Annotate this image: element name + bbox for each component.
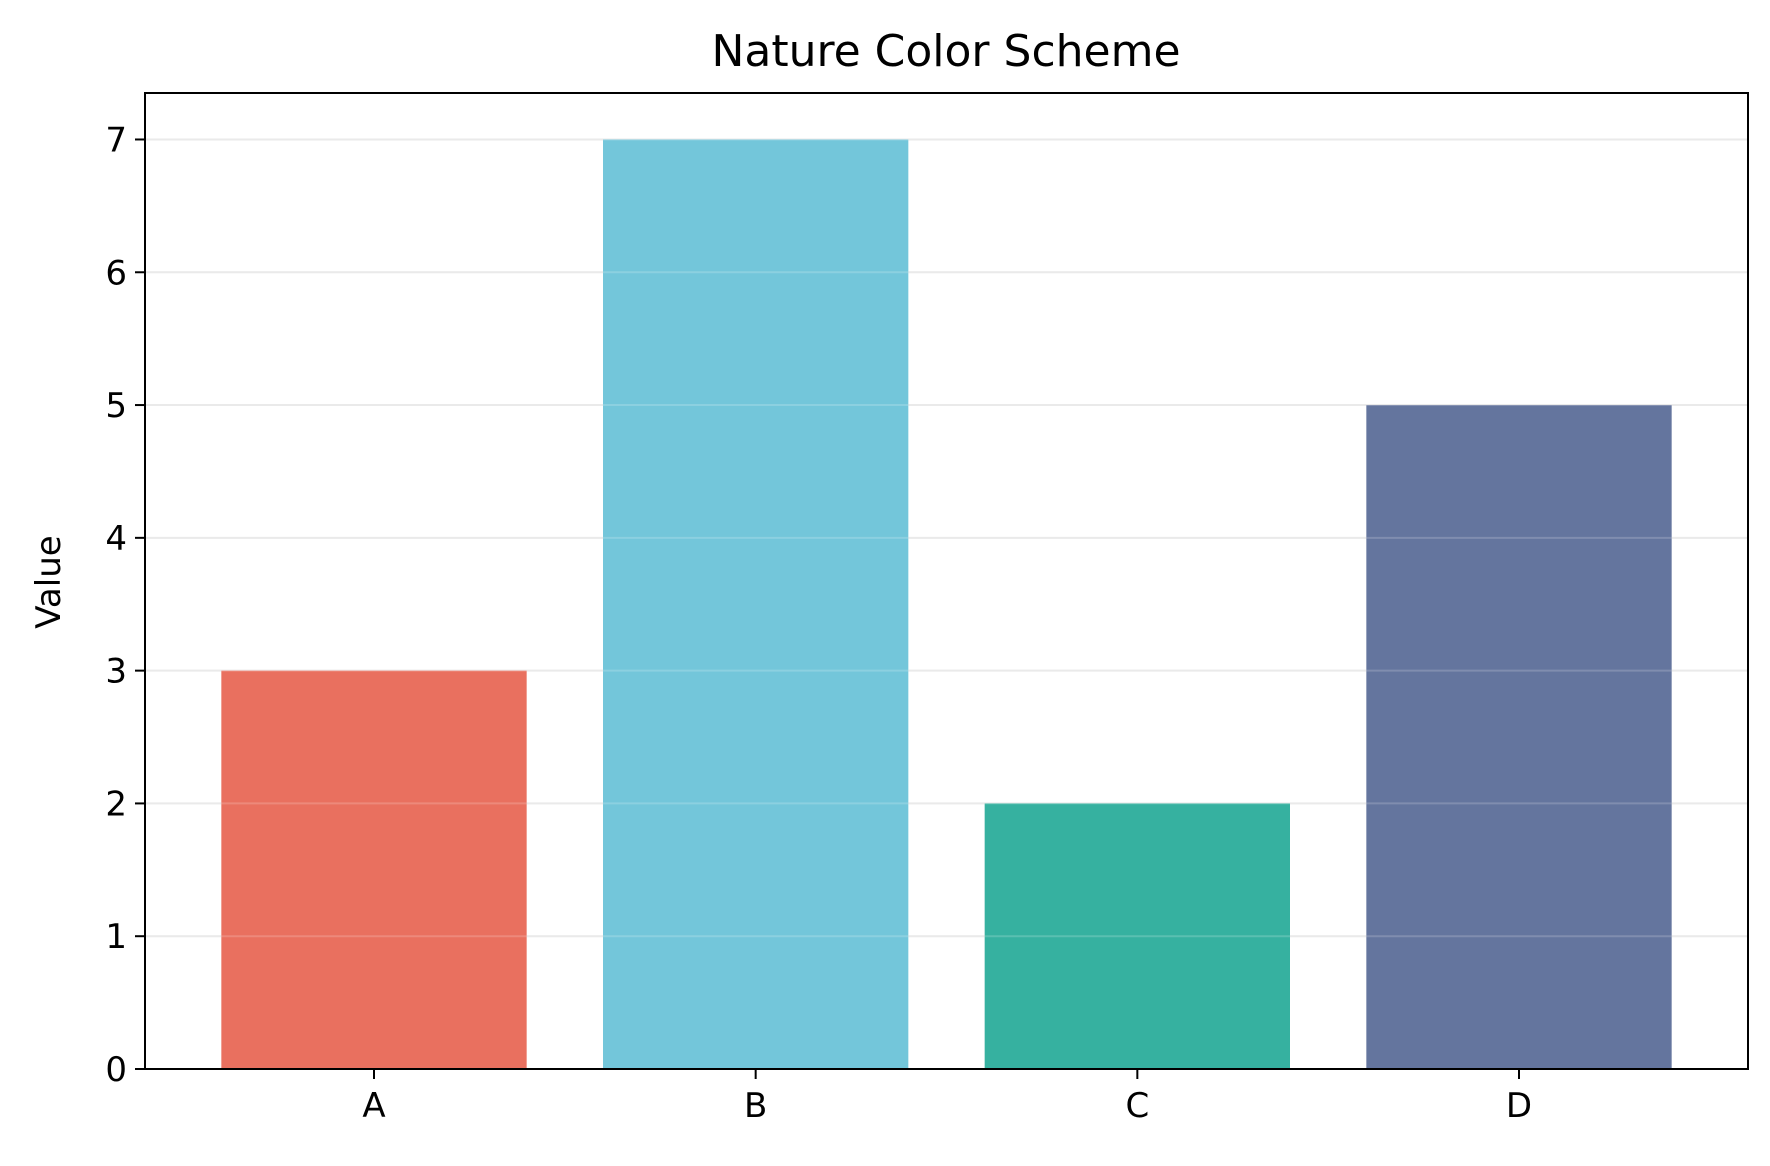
y-tick-label-7: 7 (105, 120, 127, 160)
x-tick-label-D: D (1506, 1086, 1532, 1126)
y-tick-label-0: 0 (105, 1050, 127, 1090)
bars (145, 138, 1748, 1069)
y-axis-label: Value (29, 535, 69, 628)
x-tick-label-C: C (1125, 1086, 1149, 1126)
bar-B (603, 139, 909, 1069)
y-tick-label-4: 4 (105, 519, 127, 559)
x-tick-label-A: A (362, 1086, 385, 1126)
axes (144, 92, 1749, 1070)
ticks: 0 1 2 3 4 5 6 7 A B C D (105, 120, 1532, 1126)
bar-A (221, 670, 527, 1069)
y-tick-label-1: 1 (105, 917, 127, 957)
plot-frame (144, 92, 1749, 1070)
chart-title: Nature Color Scheme (711, 26, 1180, 77)
y-tick-label-6: 6 (105, 253, 127, 293)
y-tick-label-2: 2 (105, 784, 127, 824)
y-tick-label-3: 3 (105, 652, 127, 692)
x-tick-label-B: B (744, 1086, 767, 1126)
bar-D (1366, 405, 1672, 1069)
y-tick-label-5: 5 (105, 386, 127, 426)
bar-C (984, 803, 1290, 1069)
